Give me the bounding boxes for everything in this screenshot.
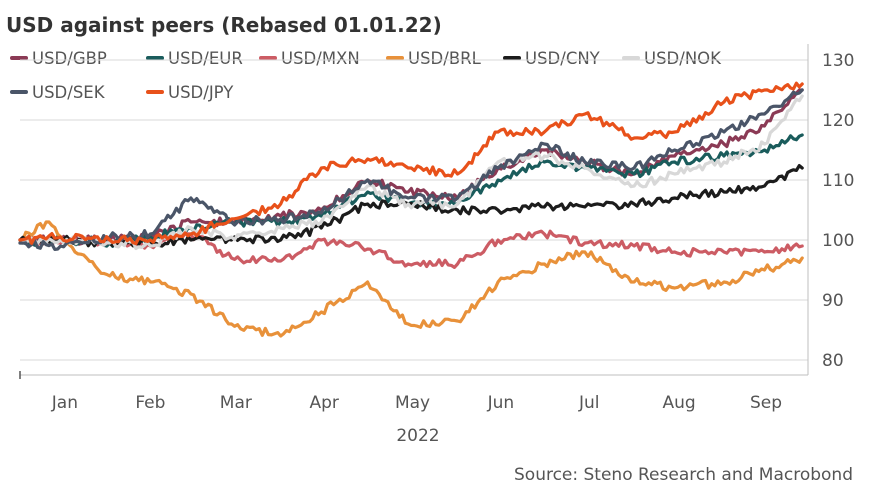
- series-lines: [18, 81, 804, 338]
- x-tick-label-feb: Feb: [135, 393, 165, 413]
- x-axis-year-label: 2022: [396, 426, 439, 446]
- y-tick-label: 110: [822, 171, 854, 191]
- gridlines: [20, 59, 808, 361]
- legend-label-usd-mxn: USD/MXN: [281, 49, 360, 68]
- source-note: Source: Steno Research and Macrobond: [514, 465, 853, 485]
- series-line-usd-brl: [18, 220, 804, 338]
- series-line-usd-jpy: [18, 81, 804, 246]
- series-line-usd-sek: [18, 88, 804, 251]
- legend-label-usd-jpy: USD/JPY: [168, 83, 234, 102]
- x-tick-label-aug: Aug: [662, 393, 695, 413]
- legend-label-usd-nok: USD/NOK: [644, 49, 722, 68]
- x-tick-label-jul: Jul: [578, 393, 600, 413]
- y-tick-label: 120: [822, 111, 854, 131]
- x-tick-label-may: May: [395, 393, 430, 413]
- legend-label-usd-gbp: USD/GBP: [32, 49, 107, 68]
- y-tick-label: 90: [822, 291, 844, 311]
- series-line-usd-nok: [18, 94, 804, 251]
- legend-label-usd-sek: USD/SEK: [32, 83, 106, 102]
- legend-label-usd-brl: USD/BRL: [408, 49, 482, 68]
- legend-label-usd-eur: USD/EUR: [168, 49, 243, 68]
- y-tick-label: 100: [822, 231, 854, 251]
- x-tick-label-jun: Jun: [487, 393, 515, 413]
- legend: USD/GBP USD/EUR USD/MXN USD/BRL USD/CNY USD/N…: [10, 49, 722, 102]
- chart-title: USD against peers (Rebased 01.01.22): [6, 13, 442, 37]
- x-tick-label-apr: Apr: [309, 393, 338, 413]
- x-tick-label-jan: Jan: [51, 393, 78, 413]
- legend-label-usd-cny: USD/CNY: [525, 49, 601, 68]
- x-tick-label-sep: Sep: [750, 393, 782, 413]
- axes: 80 90 100 110 120 130 Jan Feb Mar Apr May Jun Jul Aug…: [19, 44, 854, 413]
- x-tick-label-mar: Mar: [220, 393, 252, 413]
- y-tick-label: 80: [822, 351, 844, 371]
- y-tick-label: 130: [822, 51, 854, 71]
